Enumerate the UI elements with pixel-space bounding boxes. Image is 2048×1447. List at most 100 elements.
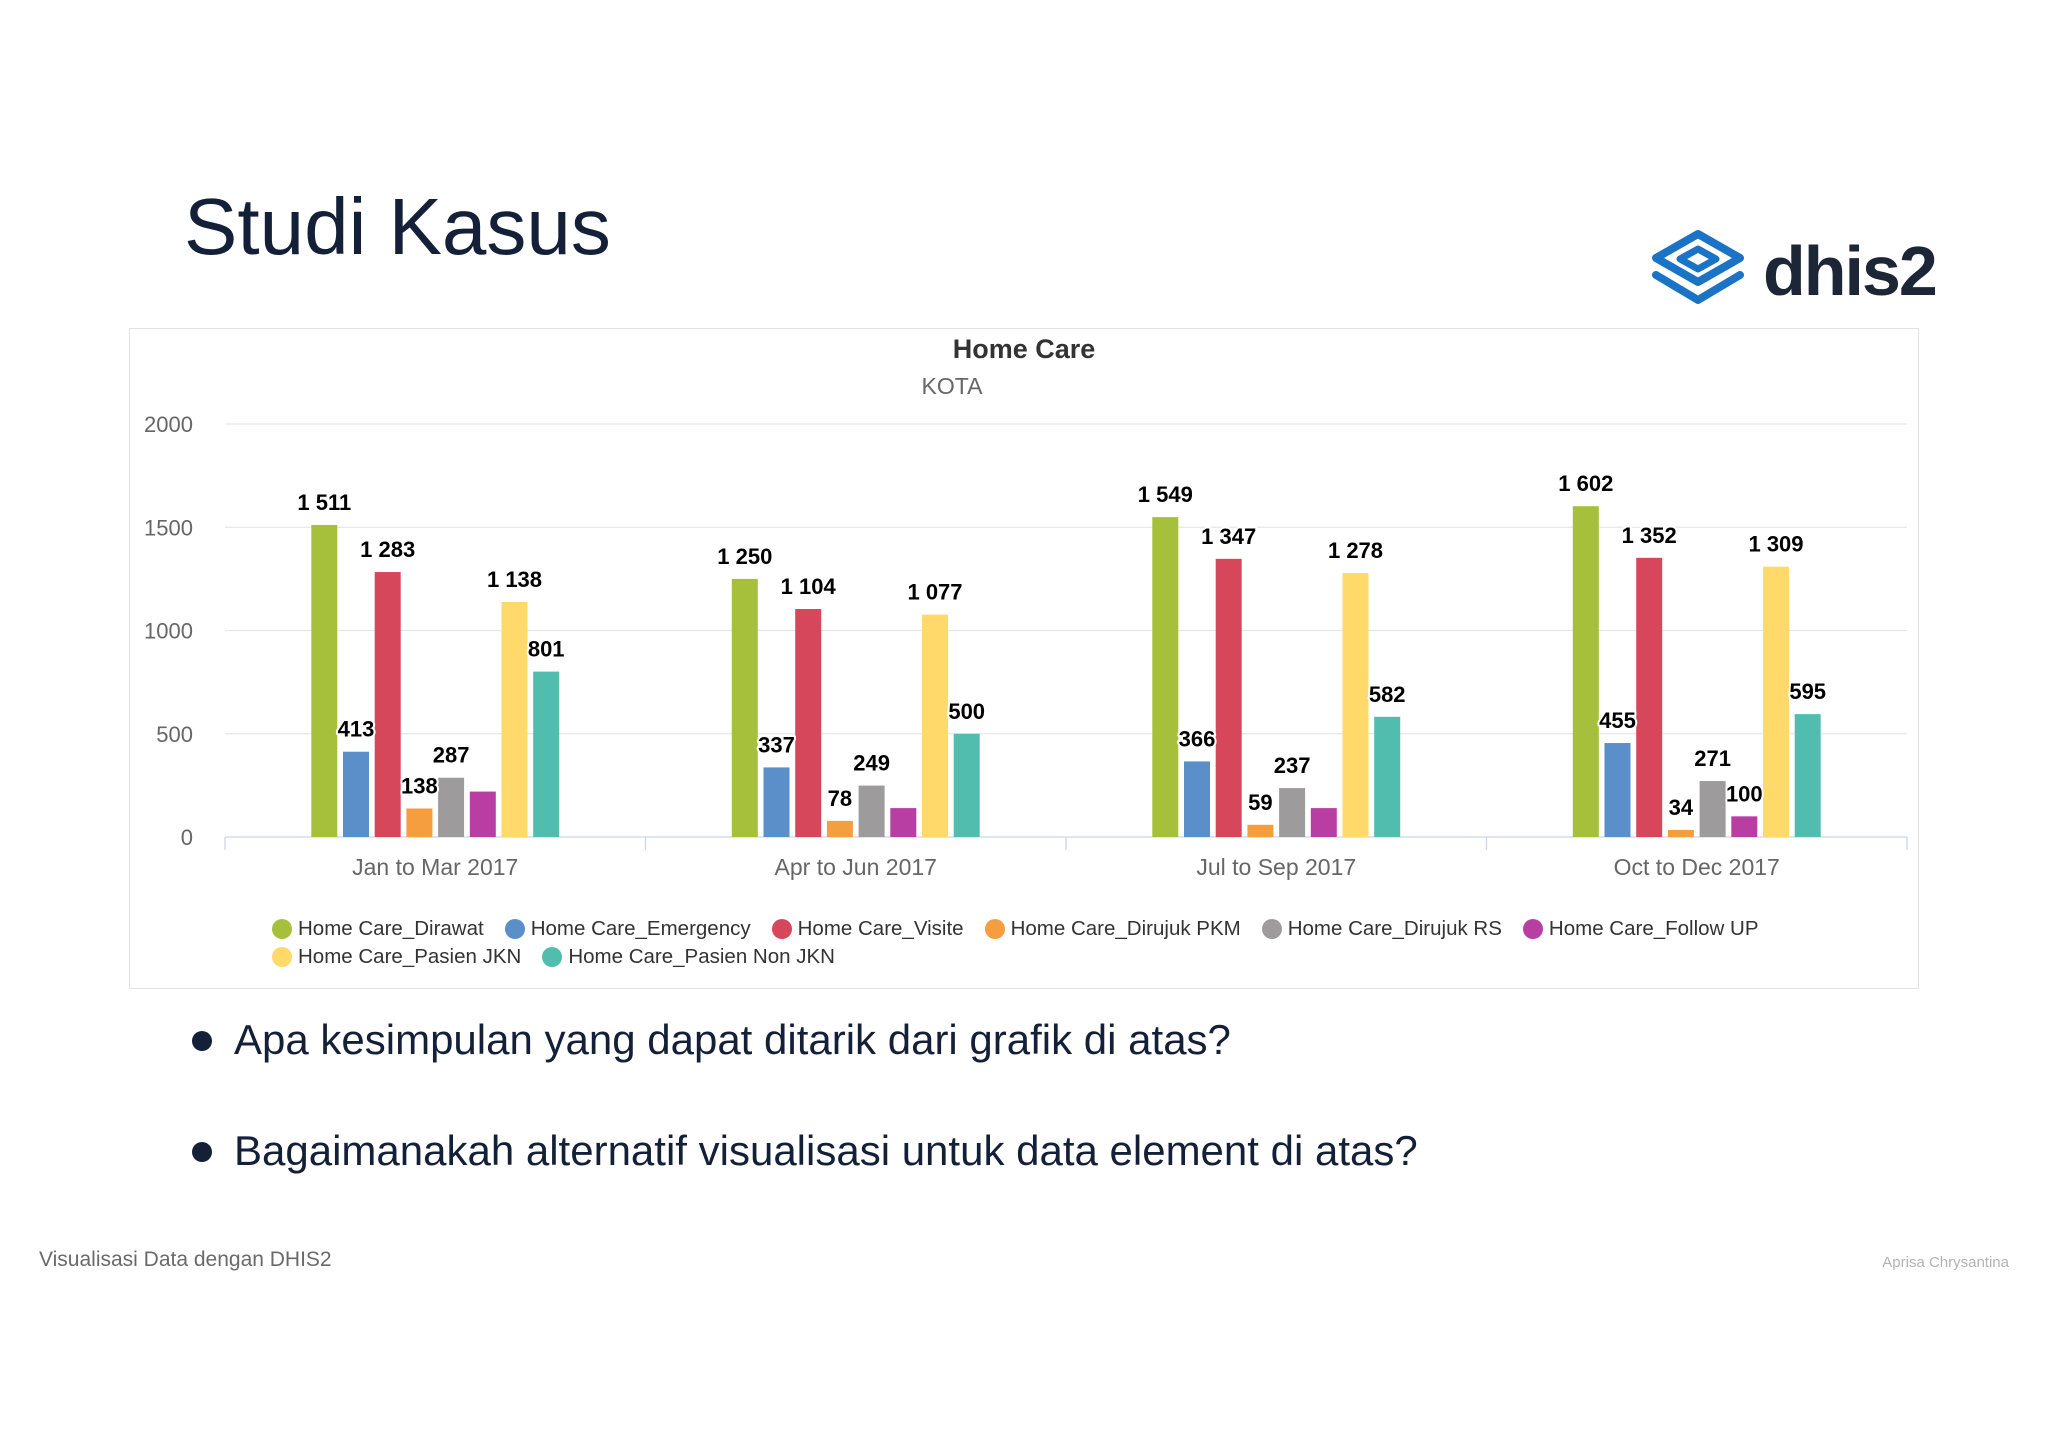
bar-home-care-visite-jan-to-mar-2017 [374,572,401,837]
x-axis: Jan to Mar 2017 Apr to Jun 2017 Jul to Sep… [224,836,1908,880]
bars [311,506,1821,837]
bar-home-care-dirujuk-rs-jul-to-sep-2017 [1279,788,1306,837]
bullet-item: Bagaimanakah alternatif visualisasi untu… [190,1130,1418,1172]
bar-home-care-pasien-jkn-jan-to-mar-2017 [501,602,528,837]
x-category-label-jan-to-mar-2017: Jan to Mar 2017 [352,854,518,880]
data-label-home-care-emergency-jul-to-sep-2017: 366 [1179,726,1216,751]
bar-home-care-dirawat-oct-to-dec-2017 [1572,506,1599,837]
chart-container: Home Care KOTA 0 500 1000 1500 2000 Jan to Ma… [129,328,1919,989]
data-label-home-care-dirujuk-pkm-apr-to-jun-2017: 78 [828,786,852,811]
footer-author: Aprisa Chrysantina [1882,1254,2009,1271]
legend-marker-icon [1522,919,1543,939]
bar-home-care-follow-up-jan-to-mar-2017 [469,791,496,837]
legend-label: Home Care_Follow UP [1548,917,1759,940]
bar-home-care-dirujuk-pkm-jan-to-mar-2017 [406,808,433,837]
bullet-text: Bagaimanakah alternatif visualisasi untu… [234,1127,1418,1174]
bullet-text: Apa kesimpulan yang dapat ditarik dari g… [234,1016,1231,1063]
legend-label: Home Care_Dirujuk PKM [1010,917,1241,940]
bar-home-care-follow-up-oct-to-dec-2017 [1731,816,1758,837]
bar-home-care-pasien-non-jkn-apr-to-jun-2017 [953,733,980,837]
data-label-home-care-dirujuk-rs-oct-to-dec-2017: 271 [1694,746,1731,771]
legend-item-home-care-pasien-non-jkn: Home Care_Pasien Non JKN [542,943,835,971]
data-label-home-care-pasien-jkn-jan-to-mar-2017: 1 138 [487,567,542,592]
legend-label: Home Care_Emergency [530,917,751,940]
legend-label: Home Care_Dirawat [298,917,484,940]
legend-item-home-care-dirujuk-rs: Home Care_Dirujuk RS [1261,915,1502,943]
bar-home-care-emergency-jan-to-mar-2017 [343,751,369,837]
dhis2-logo: dhis2 [1650,226,1950,316]
legend-marker-icon [771,919,792,939]
y-tick-label-500: 500 [156,722,193,747]
slide-title: Studi Kasus [184,182,611,271]
legend-marker-icon [504,919,525,939]
legend-marker-icon [272,919,292,939]
bar-home-care-dirujuk-pkm-apr-to-jun-2017 [826,820,853,837]
data-label-home-care-pasien-jkn-jul-to-sep-2017: 1 278 [1328,538,1383,563]
footer-presentation-title: Visualisasi Data dengan DHIS2 [39,1248,332,1271]
bar-home-care-visite-jul-to-sep-2017 [1215,558,1242,837]
logo-text: dhis2 [1763,232,1938,310]
legend-item-home-care-dirujuk-pkm: Home Care_Dirujuk PKM [984,915,1241,943]
data-label-home-care-visite-apr-to-jun-2017: 1 104 [781,574,837,599]
bar-home-care-follow-up-apr-to-jun-2017 [890,808,917,837]
gridlines: 0 500 1000 1500 2000 [144,412,1907,850]
bullet-list: Apa kesimpulan yang dapat ditarik dari g… [190,1019,1418,1241]
bar-home-care-visite-apr-to-jun-2017 [795,609,822,837]
data-label-home-care-dirujuk-rs-jan-to-mar-2017: 287 [433,743,470,768]
bar-home-care-pasien-non-jkn-jan-to-mar-2017 [533,671,560,837]
bar-home-care-pasien-jkn-apr-to-jun-2017 [922,614,948,837]
data-label-home-care-visite-jan-to-mar-2017: 1 283 [360,537,415,562]
bar-home-care-pasien-jkn-jul-to-sep-2017 [1342,573,1369,837]
data-label-home-care-emergency-oct-to-dec-2017: 455 [1599,708,1636,733]
data-label-home-care-pasien-jkn-apr-to-jun-2017: 1 077 [907,580,962,605]
data-label-home-care-dirujuk-pkm-jul-to-sep-2017: 59 [1248,790,1272,815]
bar-home-care-dirawat-jul-to-sep-2017 [1152,517,1179,837]
chart-title: Home Care [953,334,1096,364]
data-label-home-care-dirawat-jul-to-sep-2017: 1 549 [1138,482,1193,507]
bullet-dot-icon [192,1031,212,1051]
legend-item-home-care-dirawat: Home Care_Dirawat [272,915,484,943]
legend-label: Home Care_Pasien JKN [298,945,522,968]
bar-home-care-dirujuk-pkm-oct-to-dec-2017 [1667,829,1694,837]
bar-home-care-pasien-non-jkn-oct-to-dec-2017 [1794,714,1821,837]
bullet-dot-icon [192,1142,212,1162]
bar-home-care-dirujuk-rs-apr-to-jun-2017 [858,785,885,837]
data-label-home-care-dirawat-oct-to-dec-2017: 1 602 [1558,471,1613,496]
data-label-home-care-pasien-non-jkn-jan-to-mar-2017: 801 [528,637,565,662]
legend-marker-icon [984,919,1005,939]
legend-item-home-care-emergency: Home Care_Emergency [504,915,751,943]
bullet-item: Apa kesimpulan yang dapat ditarik dari g… [190,1019,1418,1061]
bar-home-care-dirawat-apr-to-jun-2017 [731,578,758,837]
legend-item-home-care-visite: Home Care_Visite [771,915,964,943]
legend-marker-icon [542,947,563,967]
x-category-label-apr-to-jun-2017: Apr to Jun 2017 [775,854,937,880]
bar-home-care-dirawat-jan-to-mar-2017 [311,524,338,837]
data-label-home-care-pasien-non-jkn-oct-to-dec-2017: 595 [1789,679,1826,704]
chart-subtitle: KOTA [922,373,984,399]
legend-label: Home Care_Pasien Non JKN [568,945,835,968]
data-label-home-care-visite-oct-to-dec-2017: 1 352 [1622,523,1677,548]
y-tick-label-2000: 2000 [144,412,193,437]
bar-home-care-visite-oct-to-dec-2017 [1636,557,1663,837]
data-label-home-care-dirujuk-rs-apr-to-jun-2017: 249 [853,751,890,776]
legend-marker-icon [272,947,292,967]
bar-home-care-emergency-apr-to-jun-2017 [763,767,790,837]
data-label-home-care-emergency-apr-to-jun-2017: 337 [758,732,795,757]
legend-item-home-care-follow-up: Home Care_Follow UP [1522,915,1759,943]
bar-home-care-dirujuk-pkm-jul-to-sep-2017 [1247,824,1274,837]
y-tick-label-1500: 1500 [144,515,193,540]
x-category-label-jul-to-sep-2017: Jul to Sep 2017 [1196,854,1356,880]
bar-home-care-follow-up-jul-to-sep-2017 [1310,808,1337,837]
x-category-label-oct-to-dec-2017: Oct to Dec 2017 [1614,854,1780,880]
data-label-home-care-pasien-non-jkn-apr-to-jun-2017: 500 [948,699,985,724]
data-label-home-care-dirujuk-rs-jul-to-sep-2017: 237 [1274,753,1311,778]
bar-home-care-dirujuk-rs-jan-to-mar-2017 [438,777,465,837]
y-tick-label-1000: 1000 [144,619,193,644]
data-label-home-care-emergency-jan-to-mar-2017: 413 [338,717,375,742]
data-label-home-care-dirawat-jan-to-mar-2017: 1 511 [297,490,351,515]
dhis2-logo-icon [1652,230,1744,304]
bar-home-care-emergency-oct-to-dec-2017 [1604,743,1631,837]
chart-legend: Home Care_Dirawat Home Care_Emergency Home… [272,915,1872,971]
data-label-home-care-dirawat-apr-to-jun-2017: 1 250 [717,544,772,569]
data-label-home-care-dirujuk-pkm-jan-to-mar-2017: 138 [401,774,438,799]
